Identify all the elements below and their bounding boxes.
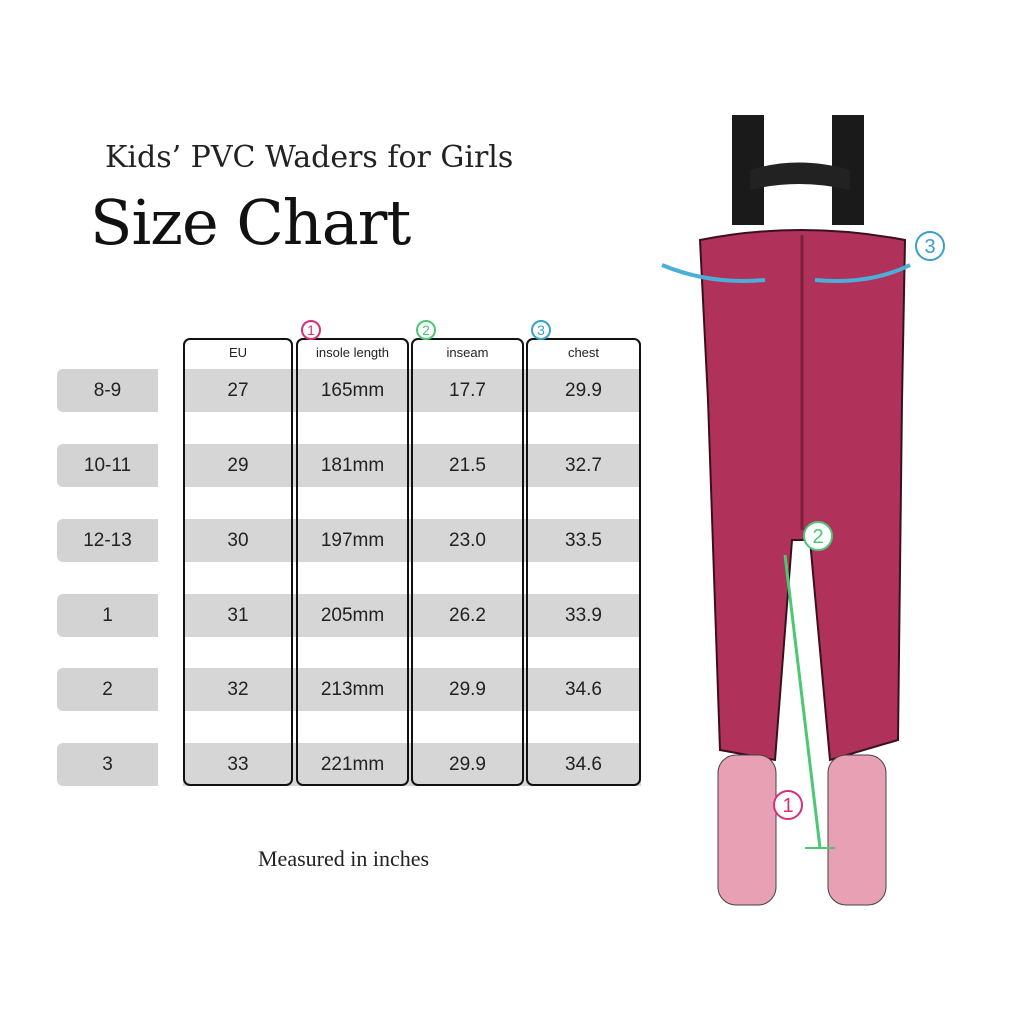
- table-cell-insole: 197mm: [320, 529, 385, 551]
- marker-insole: 1: [782, 795, 793, 817]
- marker-inseam: 2: [416, 320, 436, 340]
- column-header-eu: EU: [228, 345, 248, 360]
- table-cell-insole: 221mm: [320, 753, 385, 775]
- table-cell-eu: 27: [227, 379, 249, 401]
- marker-chest: 3: [531, 320, 551, 340]
- table-cell-insole: 165mm: [320, 379, 385, 401]
- table-cell-insole: 181mm: [320, 454, 385, 476]
- column-border-insole: [296, 338, 409, 786]
- marker-chest: 3: [924, 236, 935, 258]
- table-cell-insole: 205mm: [320, 604, 385, 626]
- column-border-chest: [526, 338, 641, 786]
- size-label: 12-13: [57, 519, 158, 562]
- column-header-insole: insole length: [316, 345, 389, 360]
- size-label: 10-11: [57, 444, 158, 487]
- table-cell-chest: 29.9: [565, 379, 602, 401]
- table-cell-insole: 213mm: [320, 678, 385, 700]
- column-header-chest: chest: [567, 345, 600, 360]
- table-cell-inseam: 23.0: [449, 529, 486, 551]
- right-boot: [827, 754, 887, 906]
- table-cell-inseam: 29.9: [449, 678, 486, 700]
- column-border-eu: [183, 338, 293, 786]
- table-cell-chest: 33.9: [565, 604, 602, 626]
- table-cell-eu: 33: [227, 753, 249, 775]
- table-cell-chest: 33.5: [565, 529, 602, 551]
- table-cell-chest: 34.6: [565, 678, 602, 700]
- table-cell-chest: 34.6: [565, 753, 602, 775]
- table-cell-inseam: 29.9: [449, 753, 486, 775]
- table-cell-eu: 31: [227, 604, 249, 626]
- table-cell-inseam: 17.7: [449, 379, 486, 401]
- column-border-inseam: [411, 338, 524, 786]
- size-label: 8-9: [57, 369, 158, 412]
- size-label: 1: [57, 594, 158, 637]
- table-cell-eu: 30: [227, 529, 249, 551]
- measurement-note: Measured in inches: [258, 846, 430, 871]
- marker-inseam: 2: [812, 526, 823, 548]
- size-label: 2: [57, 668, 158, 711]
- page-title: Size Chart: [90, 186, 411, 259]
- size-label: 3: [57, 743, 158, 786]
- table-cell-eu: 32: [227, 678, 249, 700]
- table-cell-chest: 32.7: [565, 454, 602, 476]
- handle: [750, 162, 850, 190]
- table-cell-inseam: 21.5: [449, 454, 486, 476]
- left-boot: [717, 754, 777, 906]
- marker-insole: 1: [301, 320, 321, 340]
- subtitle: Kids’ PVC Waders for Girls: [105, 140, 514, 175]
- column-header-inseam: inseam: [446, 345, 489, 360]
- table-cell-eu: 29: [227, 454, 249, 476]
- table-cell-inseam: 26.2: [449, 604, 486, 626]
- waders-illustration: 3 2 1: [661, 115, 945, 906]
